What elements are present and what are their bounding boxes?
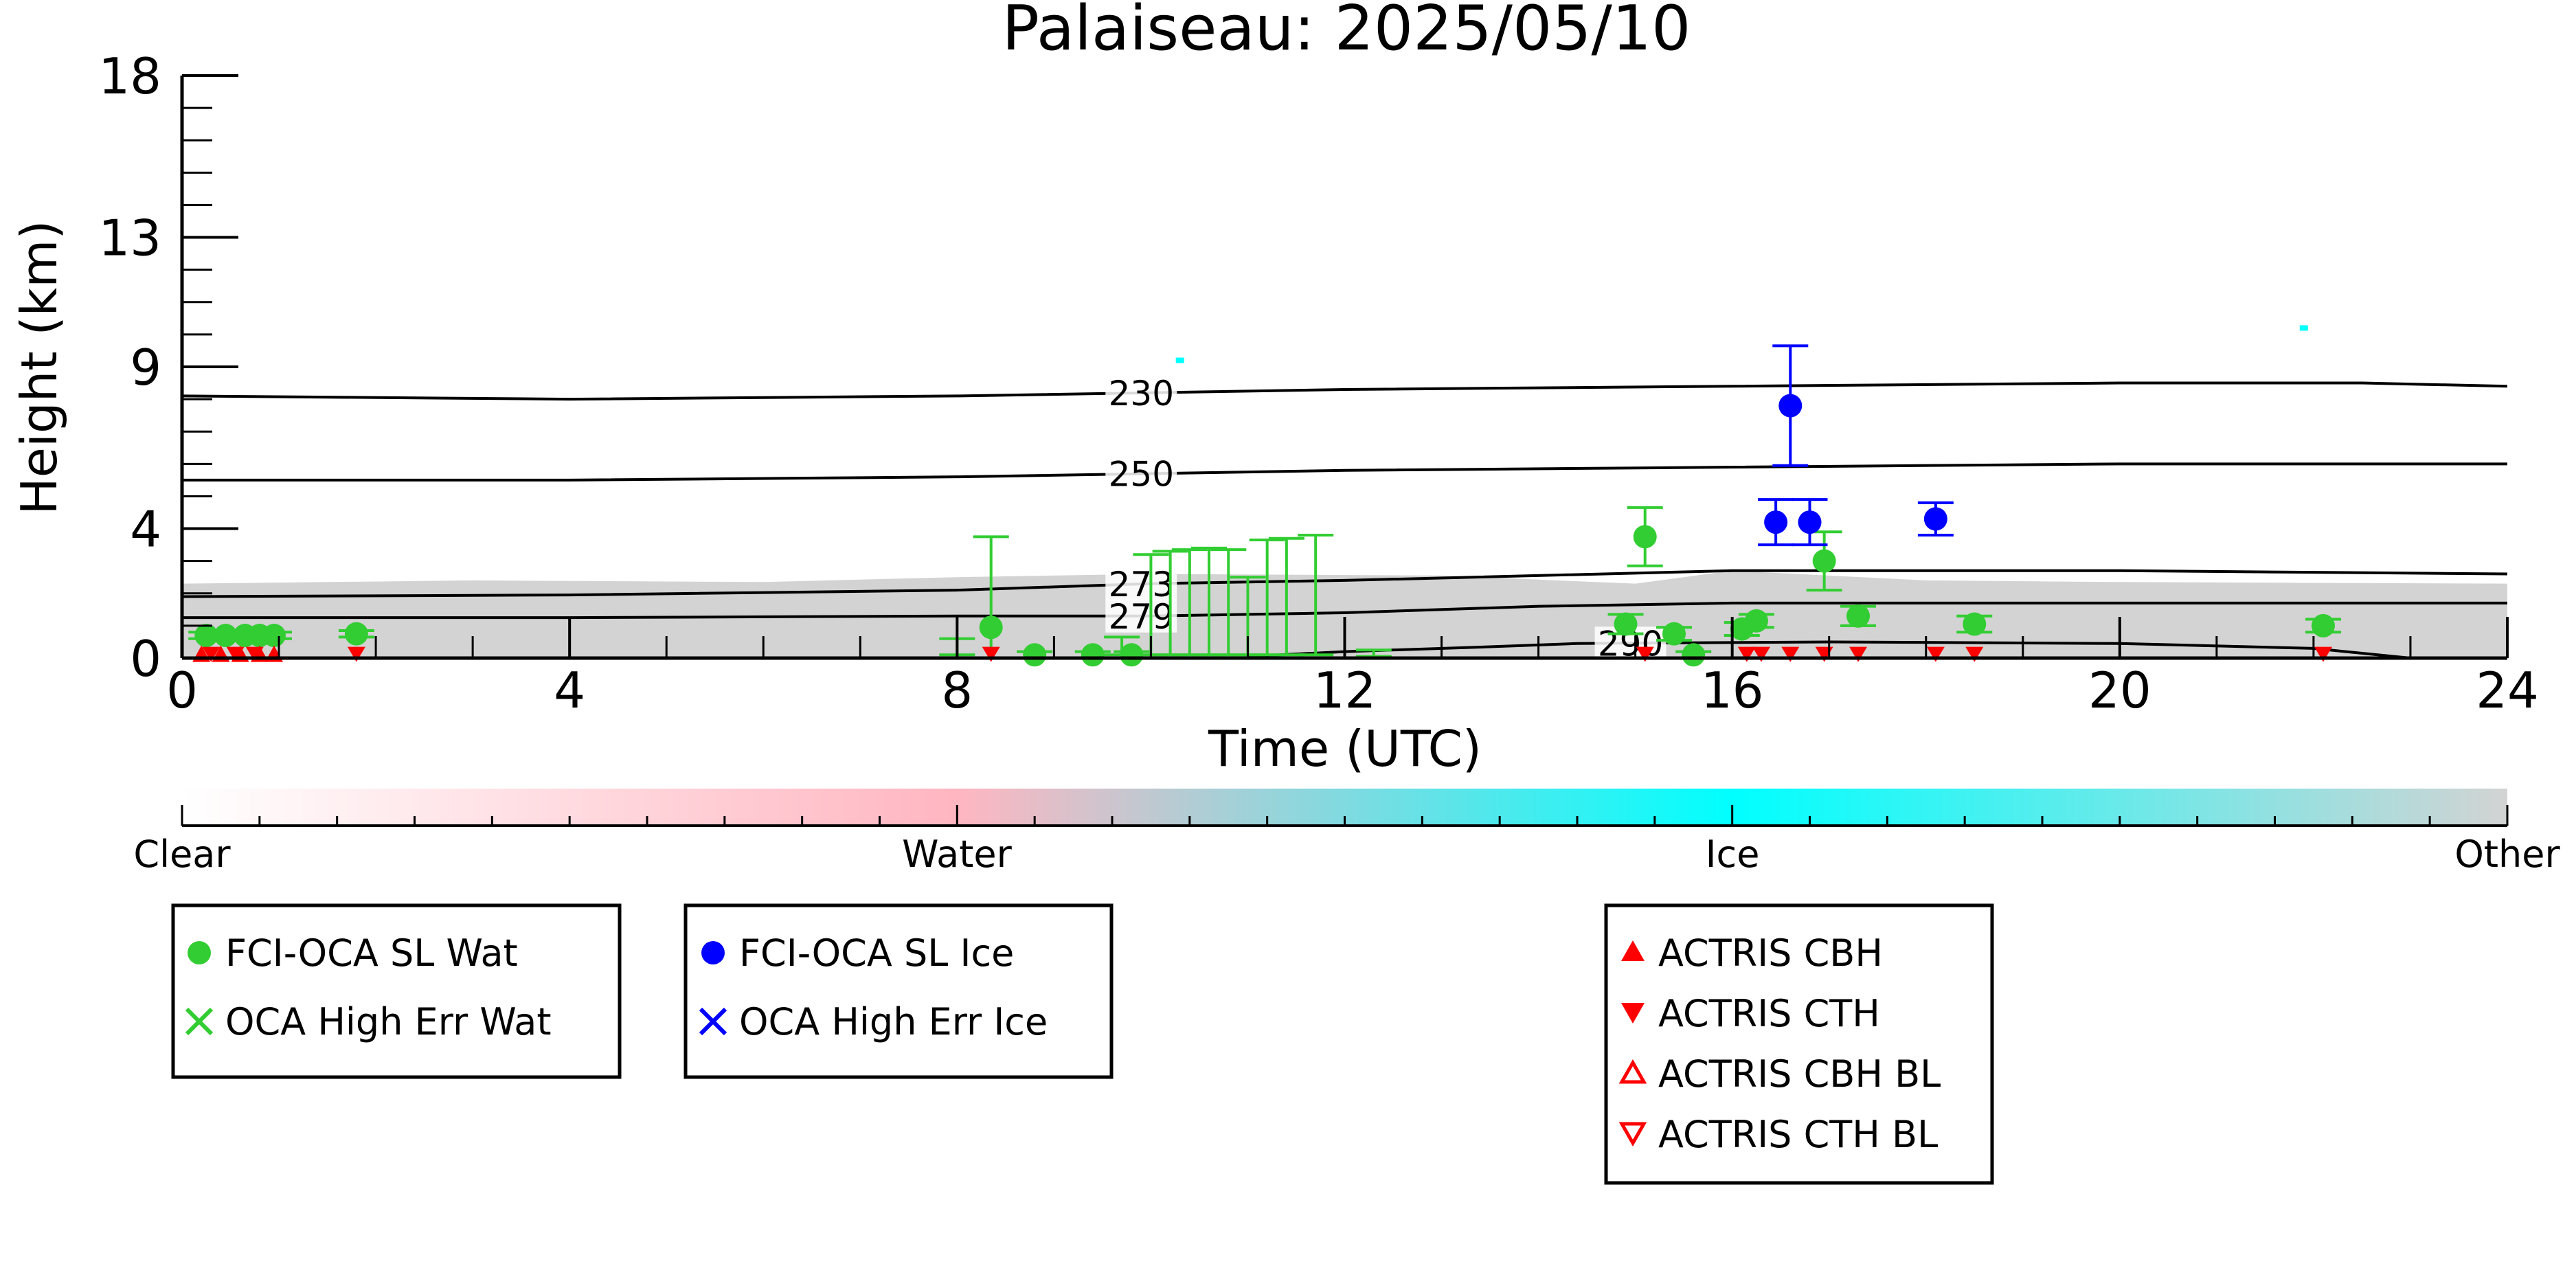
fci-oca-sl-wat-point-7 xyxy=(1023,643,1047,667)
fci-oca-sl-wat-point-8 xyxy=(1081,643,1105,667)
x-tick-label-12: 12 xyxy=(1313,662,1377,719)
marker-layer xyxy=(192,394,2336,667)
legend-marker-actris-cbh xyxy=(1621,940,1645,961)
fci-oca-sl-wat-point-4 xyxy=(262,624,286,648)
legend-label-actris-cbh-bl: ACTRIS CBH BL xyxy=(1658,1052,1941,1096)
actris-cth-point-1 xyxy=(226,646,245,662)
legend-label-actris-cth: ACTRIS CTH xyxy=(1658,992,1880,1035)
x-tick-label-8: 8 xyxy=(941,662,973,719)
isotherm-label-bg-250 xyxy=(1105,457,1177,490)
fci-oca-sl-wat-point-18 xyxy=(1963,612,1987,636)
colorbar: Clear Water Ice Other xyxy=(133,789,2560,876)
y-axis-label: Height (km) xyxy=(10,221,68,515)
y-tick-label-0: 0 xyxy=(130,630,161,688)
legend-ice: FCI-OCA SL Ice OCA High Err Ice xyxy=(683,903,1114,1079)
colorbar-ticks xyxy=(181,805,2509,826)
legend-ice-box xyxy=(683,903,1114,1079)
y-tick-label-9: 9 xyxy=(130,339,161,396)
high-error-bar-8 xyxy=(1298,533,1334,657)
legend-water: FCI-OCA SL Wat OCA High Err Wat xyxy=(171,903,622,1079)
fci-oca-sl-wat-point-15 xyxy=(1744,609,1768,633)
cloud-mask-layer xyxy=(182,325,2507,658)
actris-cth-point-11 xyxy=(1926,646,1945,662)
isotherm-line-230 xyxy=(181,381,2508,401)
actris-cth-point-0 xyxy=(202,646,221,662)
legend-water-box xyxy=(171,903,622,1079)
fci-oca-sl-wat-point-0 xyxy=(194,624,218,648)
legend-marker-actris-cbh-bl xyxy=(1618,1059,1647,1084)
fci-oca-sl-wat-point-17 xyxy=(1846,604,1871,628)
legend-marker-oca-high-err-ice xyxy=(699,1007,727,1036)
fci-oca-sl-ice-point-0 xyxy=(1778,394,1803,418)
y-tick-label-18: 18 xyxy=(98,47,161,105)
legend-marker-fci-oca-wat xyxy=(188,941,211,964)
actris-cth-point-13 xyxy=(2314,646,2333,662)
colorbar-label-clear: Clear xyxy=(133,833,231,876)
isotherm-label-250: 250 xyxy=(1109,455,1174,495)
isotherm-line-250 xyxy=(182,462,2507,482)
fci-oca-sl-wat-point-5 xyxy=(344,622,368,646)
fci-oca-sl-wat-point-16 xyxy=(1812,549,1836,573)
legend-label-fci-oca-wat: FCI-OCA SL Wat xyxy=(225,931,518,975)
x-tick-label-16: 16 xyxy=(1701,662,1764,719)
isotherm-label-bg-230 xyxy=(1105,376,1177,409)
legend-marker-actris-cth xyxy=(1621,1003,1645,1024)
legend-label-fci-oca-ice: FCI-OCA SL Ice xyxy=(739,931,1014,975)
actris-cth-point-3 xyxy=(347,646,365,662)
fci-oca-sl-wat-point-10 xyxy=(1633,525,1657,549)
fci-oca-sl-wat-point-13 xyxy=(1682,643,1706,667)
legend-actris-box xyxy=(1604,903,1994,1185)
fci-oca-sl-wat-point-19 xyxy=(2312,613,2336,637)
isotherm-label-273: 273 xyxy=(1109,565,1174,605)
legend-marker-actris-cth-bl xyxy=(1618,1122,1647,1147)
fci-oca-sl-wat-point-11 xyxy=(1614,612,1638,636)
ice-speck-1 xyxy=(2299,325,2308,331)
legend-label-actris-cbh: ACTRIS CBH xyxy=(1658,931,1883,975)
x-tick-label-20: 20 xyxy=(2088,662,2151,719)
ice-speck-0 xyxy=(1175,357,1184,363)
fci-oca-sl-wat-point-9 xyxy=(1120,643,1144,667)
actris-cth-point-10 xyxy=(1849,646,1868,662)
actris-cth-point-12 xyxy=(1965,646,1984,662)
y-tick-label-13: 13 xyxy=(98,210,161,267)
isotherm-label-230: 230 xyxy=(1109,374,1174,414)
actris-cth-point-8 xyxy=(1781,646,1800,662)
fci-oca-sl-ice-point-1 xyxy=(1764,510,1788,534)
legend-marker-oca-high-err-wat xyxy=(185,1007,214,1036)
legend-label-actris-cth-bl: ACTRIS CTH BL xyxy=(1658,1113,1938,1156)
colorbar-label-ice: Ice xyxy=(1706,833,1760,876)
fci-oca-sl-wat-point-1 xyxy=(214,624,238,648)
legend-label-oca-high-err-wat: OCA High Err Wat xyxy=(225,1000,552,1043)
actris-cth-point-5 xyxy=(1636,646,1654,662)
x-axis-label: Time (UTC) xyxy=(1208,720,1482,778)
actris-cth-point-4 xyxy=(982,646,1000,662)
x-tick-label-0: 0 xyxy=(166,662,198,719)
isotherm-label-bg-279 xyxy=(1105,599,1177,633)
axes: 0 4 8 12 16 20 24 0 4 9 13 18 xyxy=(98,47,2538,719)
isotherm-label-279: 279 xyxy=(1109,597,1174,637)
colorbar-label-water: Water xyxy=(902,833,1012,876)
isotherm-line-279 xyxy=(182,601,2507,620)
legend-label-oca-high-err-ice: OCA High Err Ice xyxy=(739,1000,1048,1043)
actris-cth-point-6 xyxy=(1737,646,1756,662)
x-tick-label-24: 24 xyxy=(2476,662,2539,719)
fci-oca-sl-wat-point-6 xyxy=(979,615,1003,640)
fci-oca-sl-ice-point-2 xyxy=(1798,510,1822,534)
fci-oca-sl-ice-point-3 xyxy=(1923,507,1947,531)
isotherm-line-273 xyxy=(181,569,2508,598)
actris-cth-point-2 xyxy=(245,646,264,662)
actris-cth-point-7 xyxy=(1752,646,1770,662)
fci-oca-sl-wat-point-12 xyxy=(1662,622,1686,646)
y-tick-label-4: 4 xyxy=(130,501,161,558)
legend-marker-fci-oca-ice xyxy=(701,941,725,964)
chart-title: Palaiseau: 2025/05/10 xyxy=(1002,0,1691,65)
x-tick-label-4: 4 xyxy=(554,662,585,719)
legend-actris: ACTRIS CBH ACTRIS CTH ACTRIS CBH BL ACTR… xyxy=(1604,903,1994,1185)
isotherm-label-bg-273 xyxy=(1105,567,1177,601)
colorbar-label-other: Other xyxy=(2454,833,2560,876)
